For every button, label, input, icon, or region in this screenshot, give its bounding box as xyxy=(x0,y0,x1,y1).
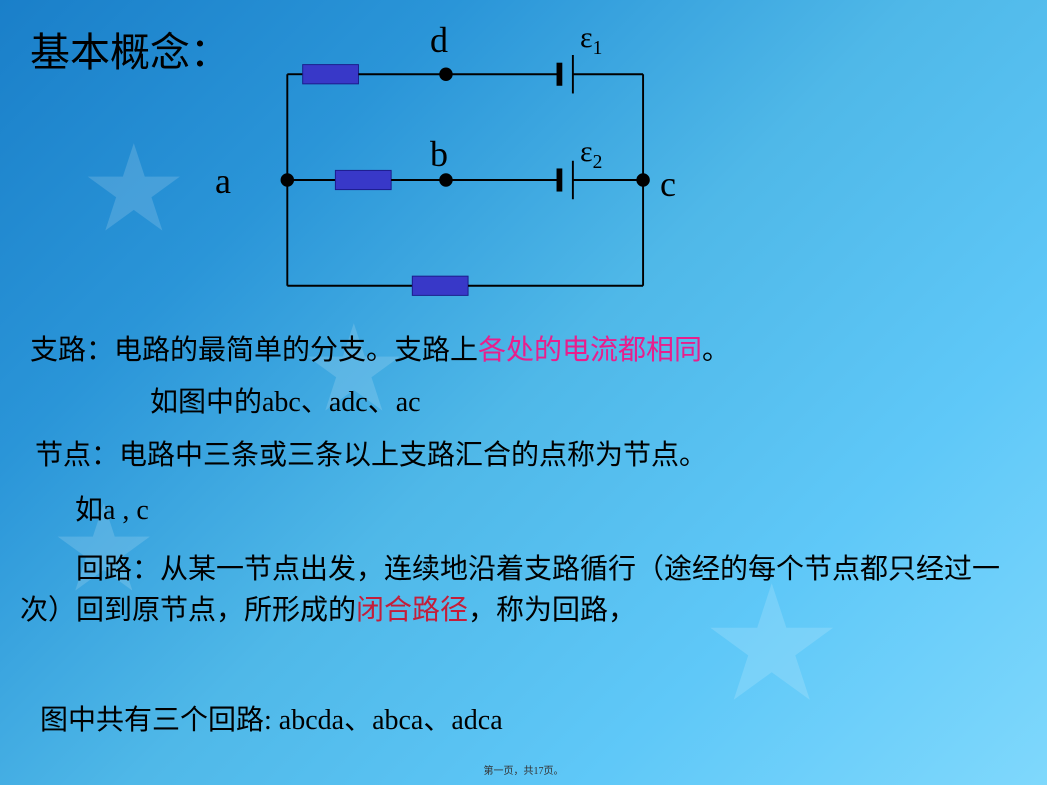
circuit-diagram: a b c d ε1 ε2 xyxy=(250,55,690,305)
node-examples: 如a , c xyxy=(75,490,149,532)
page-footer: 第一页，共17页。 xyxy=(484,762,564,777)
loop-definition: 回路：从某一节点出发，连续地沿着支路循行（途经的每个节点都只经过一次）回到原节点… xyxy=(20,550,1020,631)
node-b-label: b xyxy=(430,133,448,175)
node-definition: 节点：电路中三条或三条以上支路汇合的点称为节点。 xyxy=(35,435,1015,477)
node-c-label: c xyxy=(660,163,676,205)
emf2-label: ε2 xyxy=(580,135,602,174)
branch-examples: 如图中的abc、adc、ac xyxy=(150,382,421,424)
node-d-label: d xyxy=(430,19,448,61)
loop-examples: 图中共有三个回路: abcda、abca、adca xyxy=(40,700,503,742)
node-a-label: a xyxy=(215,160,231,202)
branch-definition: 支路：电路的最简单的分支。支路上各处的电流都相同。 xyxy=(30,330,1010,372)
emf1-label: ε1 xyxy=(580,21,602,60)
